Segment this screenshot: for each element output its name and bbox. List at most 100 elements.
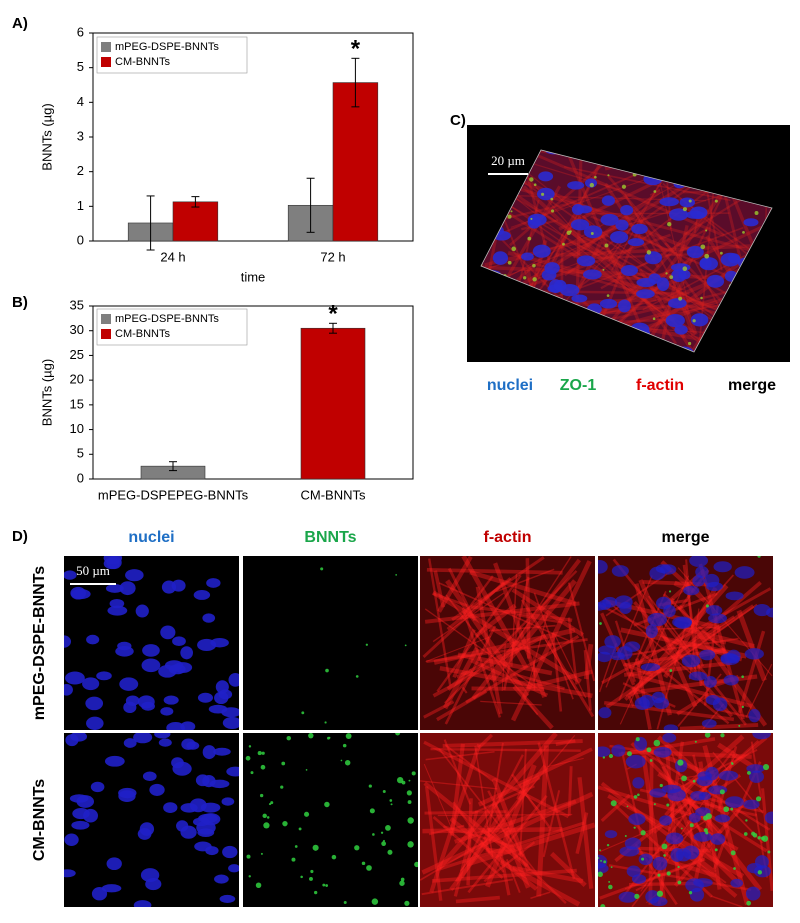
bnnt-signal [731, 762, 734, 765]
bnnt-signal [411, 771, 416, 776]
nucleus [598, 707, 612, 719]
nucleus [492, 251, 509, 265]
bnnt-signal [390, 803, 393, 806]
actin-fiber [642, 750, 771, 831]
nucleus [106, 857, 122, 871]
bnnt-signal [666, 803, 670, 807]
nucleus [106, 556, 122, 570]
nucleus [90, 781, 105, 793]
actin-fiber [600, 794, 631, 822]
bnnt-signal [343, 901, 347, 905]
nucleus [745, 886, 761, 901]
bnnt-signal [659, 783, 663, 788]
zo1-signal [669, 275, 674, 279]
actin-fiber [516, 613, 563, 624]
actin-fiber [673, 798, 749, 888]
actin-fiber [567, 270, 648, 282]
actin-fiber [679, 722, 759, 730]
micrograph [243, 733, 418, 907]
nucleus [135, 604, 149, 618]
bnnt-signal [757, 836, 761, 840]
bnnt-signal [751, 831, 756, 836]
actin-haze [420, 733, 595, 907]
nucleus [620, 204, 634, 216]
nucleus [141, 658, 161, 673]
bnnt-signal [268, 803, 272, 806]
nucleus [125, 569, 144, 582]
legend-swatch [101, 57, 111, 67]
nucleus [645, 890, 660, 904]
bnnt-signal [327, 736, 330, 740]
nucleus [674, 324, 688, 335]
actin-fiber [634, 583, 673, 716]
actin-fiber [661, 765, 705, 863]
bnnt-signal [720, 733, 725, 738]
actin-fiber [428, 824, 465, 836]
bnnt-signal [365, 643, 368, 646]
actin-fiber [567, 617, 578, 685]
actin-fiber [629, 881, 694, 887]
actin-fiber [516, 778, 530, 801]
nucleus [611, 744, 626, 757]
actin-fiber [631, 807, 709, 907]
nucleus [583, 225, 603, 239]
actin-fiber [471, 686, 545, 692]
nucleus [133, 900, 152, 907]
nucleus [610, 651, 625, 661]
actin-fiber [433, 570, 445, 608]
actin-fiber [492, 803, 531, 889]
y-axis-label: BNNTs (µg) [39, 359, 54, 426]
actin-fiber [674, 278, 698, 336]
nucleus [583, 269, 602, 280]
nucleus [712, 697, 728, 712]
bnnt-signal [261, 751, 265, 755]
nucleus [104, 755, 125, 767]
actin-fiber [433, 627, 576, 665]
actin-fiber [467, 795, 548, 894]
bnnt-signal [603, 860, 607, 864]
actin-fiber [712, 829, 730, 870]
y-tick-label: 6 [77, 24, 84, 39]
nucleus [598, 599, 612, 610]
actin-fiber [534, 153, 725, 237]
actin-fiber [698, 862, 727, 884]
actin-fiber [432, 633, 547, 698]
bnnt-signal [371, 898, 379, 905]
actin-fiber [554, 634, 587, 699]
render-outline [480, 149, 773, 353]
actin-fiber [525, 794, 542, 813]
bnnt-signal [633, 795, 638, 799]
bnnt-signal [248, 745, 252, 748]
nucleus [662, 733, 677, 743]
nucleus [221, 797, 235, 806]
bnnt-signal [310, 869, 314, 874]
actin-fiber [698, 563, 745, 720]
nucleus [538, 171, 554, 182]
bnnt-signal [689, 823, 694, 828]
actin-fiber [671, 834, 745, 879]
nucleus [171, 757, 184, 769]
zo1-signal [604, 243, 609, 248]
bnnt-signal [733, 867, 736, 870]
nucleus [624, 641, 641, 652]
nucleus [743, 799, 760, 810]
legend-label: mPEG-DSPE-BNNTs [115, 313, 219, 325]
bnnt-signal [344, 760, 351, 766]
nucleus [625, 754, 646, 769]
nucleus [620, 265, 638, 277]
actin-fiber [483, 841, 536, 883]
nucleus [532, 244, 551, 258]
micrograph-background [243, 733, 418, 907]
actin-fiber [430, 747, 581, 752]
nucleus [690, 313, 709, 327]
bnnt-signal [599, 622, 602, 625]
bnnt-signal [719, 789, 725, 795]
nucleus [689, 887, 705, 902]
actin-fiber [424, 601, 580, 624]
bnnt-signal [741, 705, 744, 708]
zo1-signal [529, 177, 534, 182]
nucleus [682, 845, 700, 860]
bnnt-signal [407, 817, 414, 824]
nucleus [123, 701, 137, 714]
bnnt-signal [723, 806, 730, 813]
